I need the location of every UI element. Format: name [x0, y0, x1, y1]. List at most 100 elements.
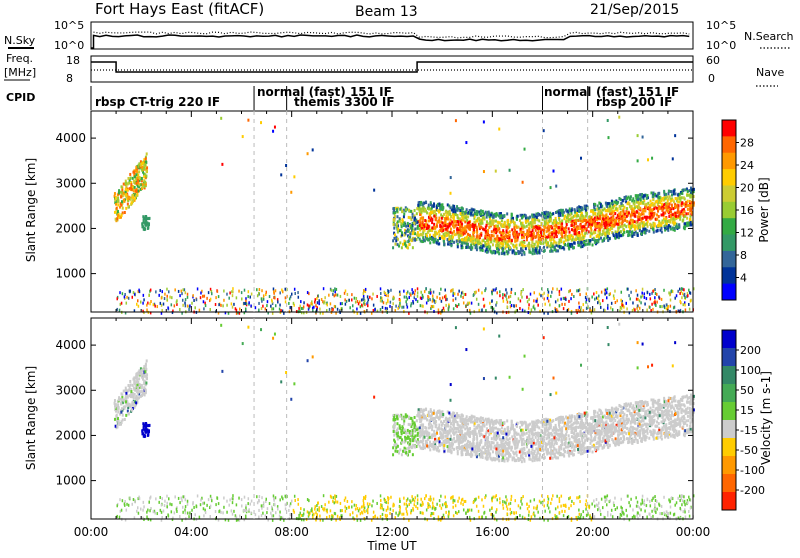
power-cell [255, 306, 257, 309]
power-cell [218, 303, 220, 306]
power-cell [458, 303, 460, 306]
power-cell [128, 297, 130, 300]
power-cell [582, 220, 584, 223]
power-cell [414, 296, 416, 299]
power-cell [562, 214, 564, 217]
power-cell [424, 209, 426, 212]
power-cell [645, 216, 647, 219]
power-cell [143, 185, 145, 188]
power-cell [202, 295, 204, 298]
power-cell [480, 226, 482, 229]
power-cell [203, 300, 205, 303]
power-cell [607, 287, 609, 290]
power-cell [467, 226, 469, 229]
power-cell [681, 296, 683, 299]
freq-lines [91, 62, 693, 72]
velocity-cell [120, 402, 122, 405]
power-cell [121, 302, 123, 305]
power-cell [590, 210, 592, 213]
power-cell [336, 288, 338, 291]
power-cell [681, 192, 683, 195]
power-cell [683, 288, 685, 291]
power-cell [413, 222, 415, 225]
power-cell [616, 202, 618, 205]
power-cell [661, 298, 663, 301]
velocity-cell [132, 384, 134, 387]
power-cell [585, 215, 587, 218]
power-cell [690, 194, 692, 197]
power-cell [567, 243, 569, 246]
power-cell [394, 214, 396, 217]
power-cell [483, 170, 485, 173]
power-cell [667, 192, 669, 195]
power-cell [149, 294, 151, 297]
power-cell [116, 217, 118, 220]
power-cell [126, 296, 128, 299]
power-cell [428, 291, 430, 294]
power-cell [618, 212, 620, 215]
power-cell [636, 233, 638, 236]
power-cell [557, 299, 559, 302]
power-cell [568, 300, 570, 303]
power-cell [597, 297, 599, 300]
power-cell [371, 297, 373, 300]
power-cell [505, 226, 507, 229]
power-cell [561, 219, 563, 222]
power-cell [576, 228, 578, 231]
power-cell [594, 217, 596, 220]
power-cell [543, 246, 545, 249]
power-cell [326, 303, 328, 306]
power-cell [597, 204, 599, 207]
power-cell [559, 304, 561, 307]
power-cell [500, 224, 502, 227]
power-cell [645, 206, 647, 209]
power-cell [438, 221, 440, 224]
power-cell [465, 141, 467, 144]
power-cell [526, 225, 528, 228]
power-cell [519, 307, 521, 310]
power-cell [642, 225, 644, 228]
power-cell [491, 299, 493, 302]
power-cell [453, 226, 455, 229]
velocity-cell [121, 407, 123, 410]
power-cell [135, 173, 137, 176]
power-cell [486, 251, 488, 254]
power-cell [547, 242, 549, 245]
velocity-cell [114, 418, 116, 421]
power-cell [443, 240, 445, 243]
power-cell [610, 292, 612, 295]
power-cell [580, 306, 582, 309]
power-cell [507, 243, 509, 246]
power-cell [532, 229, 534, 232]
power-cell [401, 246, 403, 249]
power-cell [114, 192, 116, 195]
power-cell [410, 238, 412, 241]
velocity-cell [668, 397, 670, 400]
power-cell [505, 288, 507, 291]
power-cell [613, 297, 615, 300]
power-cell [273, 290, 275, 293]
power-cell [424, 219, 426, 222]
power-cell [433, 223, 435, 226]
power-cell [430, 288, 432, 291]
power-cell [657, 224, 659, 227]
power-cell [686, 194, 688, 197]
power-cell [469, 302, 471, 305]
power-cell [553, 170, 555, 173]
power-cell [555, 185, 557, 188]
noise-tick-left-high: 10^5 [54, 19, 84, 32]
power-cell [630, 226, 632, 229]
power-cell [425, 287, 427, 290]
power-cell [501, 252, 503, 255]
power-cell [417, 295, 419, 298]
power-cell [140, 301, 142, 304]
power-cell [590, 220, 592, 223]
power-cell [626, 215, 628, 218]
power-cell [624, 219, 626, 222]
power-cell [298, 296, 300, 299]
power-cell [620, 230, 622, 233]
velocity-cell [141, 373, 143, 376]
power-cell [328, 294, 330, 297]
power-cell [539, 246, 541, 249]
power-cell [584, 205, 586, 208]
